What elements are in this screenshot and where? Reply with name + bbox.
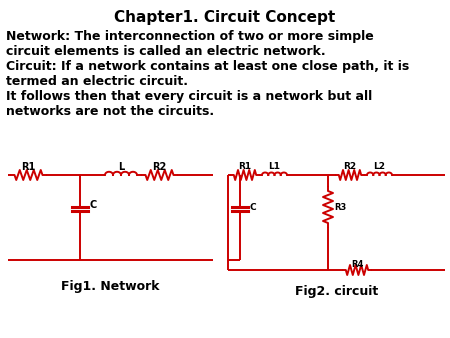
Text: termed an electric circuit.: termed an electric circuit. xyxy=(6,75,188,88)
Text: C: C xyxy=(250,202,256,212)
Text: R4: R4 xyxy=(351,260,363,269)
Text: Fig2. circuit: Fig2. circuit xyxy=(295,285,378,298)
Text: circuit elements is called an electric network.: circuit elements is called an electric n… xyxy=(6,45,326,58)
Text: R2: R2 xyxy=(343,162,356,171)
Text: L1: L1 xyxy=(269,162,280,171)
Text: R1: R1 xyxy=(238,162,252,171)
Text: R2: R2 xyxy=(153,162,166,172)
Text: networks are not the circuits.: networks are not the circuits. xyxy=(6,105,214,118)
Text: L: L xyxy=(118,162,124,172)
Text: R1: R1 xyxy=(22,162,36,172)
Text: C: C xyxy=(89,200,96,210)
Text: It follows then that every circuit is a network but all: It follows then that every circuit is a … xyxy=(6,90,372,103)
Text: Network: The interconnection of two or more simple: Network: The interconnection of two or m… xyxy=(6,30,374,43)
Text: Fig1. Network: Fig1. Network xyxy=(61,280,160,293)
Text: L2: L2 xyxy=(374,162,386,171)
Text: Chapter1. Circuit Concept: Chapter1. Circuit Concept xyxy=(114,10,336,25)
Text: R3: R3 xyxy=(334,202,346,212)
Text: Circuit: If a network contains at least one close path, it is: Circuit: If a network contains at least … xyxy=(6,60,409,73)
